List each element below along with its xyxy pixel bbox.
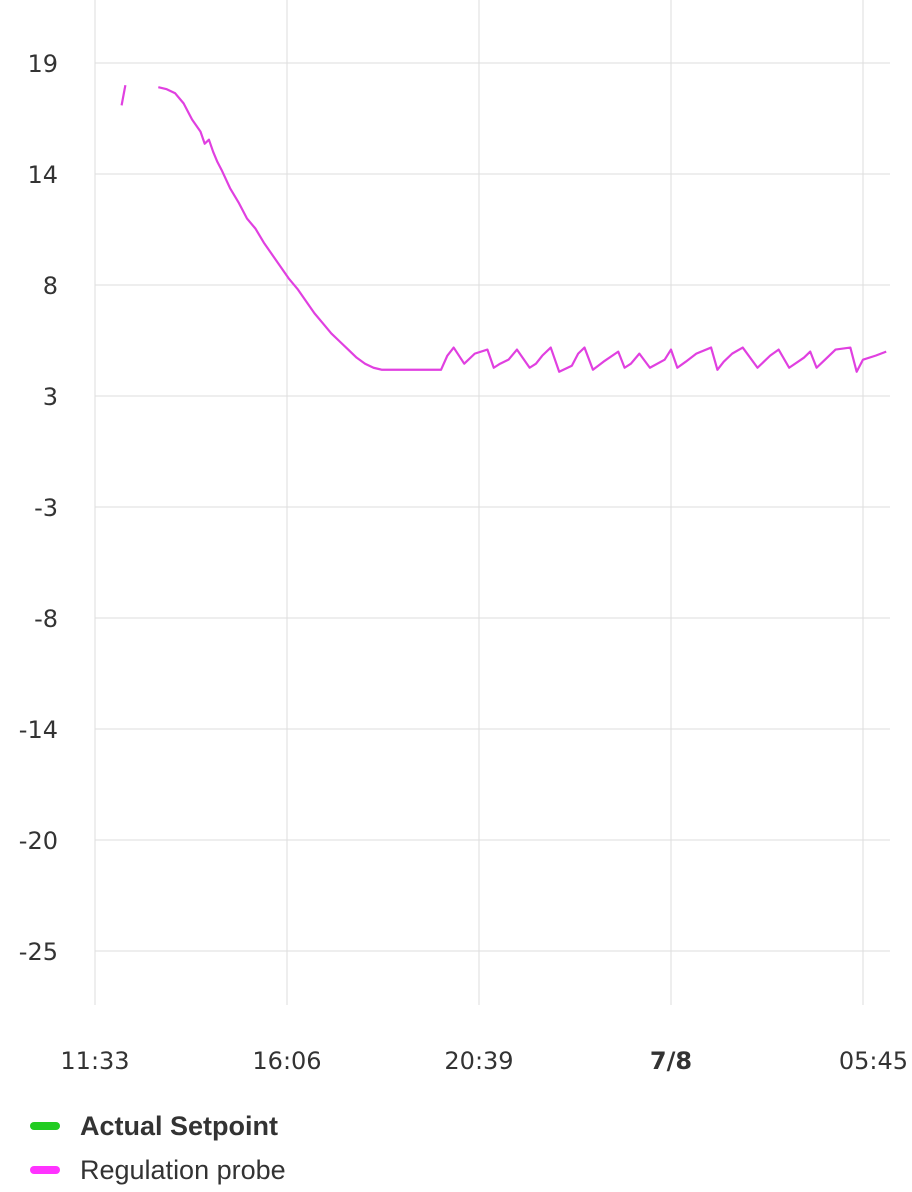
series-line-regulation-probe [120, 84, 127, 106]
legend-label-regulation-probe: Regulation probe [80, 1154, 286, 1185]
y-tick-label: -3 [34, 494, 58, 522]
legend-swatch-actual-setpoint [30, 1122, 60, 1130]
legend-item-actual-setpoint[interactable]: Actual Setpoint [30, 1104, 286, 1148]
y-tick-label: -25 [19, 938, 58, 966]
legend-item-regulation-probe[interactable]: Regulation probe [30, 1148, 286, 1192]
x-tick-label: 20:39 [444, 1047, 513, 1075]
x-tick-label: 05:45 [839, 1047, 908, 1075]
x-axis: 11:33 16:06 20:39 7/8 05:45 [60, 1047, 908, 1075]
y-tick-label: 8 [43, 272, 58, 300]
y-tick-label: 14 [27, 161, 58, 189]
y-tick-label: 19 [27, 50, 58, 78]
x-tick-label: 7/8 [650, 1047, 692, 1075]
y-tick-label: -8 [34, 605, 58, 633]
chart: 19 14 8 3 -3 -8 -14 -20 -25 11:33 16:06 20:39 7/8 05… [19, 0, 908, 1075]
x-tick-label: 11:33 [60, 1047, 129, 1075]
y-tick-label: -14 [19, 716, 58, 744]
y-tick-label: -20 [19, 827, 58, 855]
plot-area [120, 84, 887, 377]
legend-label-actual-setpoint: Actual Setpoint [80, 1110, 279, 1141]
y-tick-label: 3 [43, 383, 58, 411]
legend-swatch-regulation-probe [30, 1166, 60, 1174]
legend: Actual Setpoint Regulation probe [30, 1104, 286, 1192]
y-axis: 19 14 8 3 -3 -8 -14 -20 -25 [19, 50, 58, 966]
x-tick-label: 16:06 [252, 1047, 321, 1075]
series-line-regulation-probe [158, 86, 887, 373]
grid-lines [94, 0, 890, 1005]
